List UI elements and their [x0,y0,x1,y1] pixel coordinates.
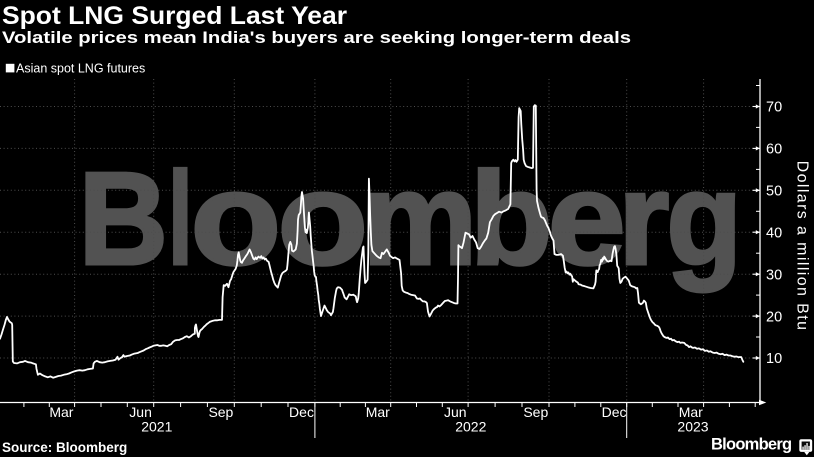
svg-text:g: g [666,145,742,292]
svg-text:Jun: Jun [444,404,467,420]
svg-text:o: o [190,145,281,292]
svg-text:Bloomberg: Bloomberg [711,436,791,454]
svg-text:Dec: Dec [289,404,314,420]
svg-text:50: 50 [766,184,782,200]
svg-text:40: 40 [766,225,782,241]
svg-text:Spot LNG Surged Last Year: Spot LNG Surged Last Year [2,2,347,30]
svg-text:e: e [548,145,626,292]
svg-text:2023: 2023 [677,419,708,435]
svg-text:20: 20 [766,309,782,325]
svg-text:Sep: Sep [208,404,233,420]
svg-text:Mar: Mar [366,404,390,420]
svg-text:70: 70 [766,100,782,116]
svg-text:2021: 2021 [141,419,172,435]
svg-text:Source: Bloomberg: Source: Bloomberg [2,440,127,455]
svg-text:o: o [277,145,368,292]
svg-text:Dollars a million Btu: Dollars a million Btu [794,161,811,332]
svg-text:B: B [79,145,169,292]
svg-text:Mar: Mar [679,404,703,420]
svg-text:30: 30 [766,267,782,283]
svg-text:Jun: Jun [129,404,152,420]
svg-text:r: r [618,145,669,292]
svg-text:2022: 2022 [455,419,486,435]
svg-text:Dec: Dec [602,404,627,420]
svg-text:Volatile prices mean India's b: Volatile prices mean India's buyers are … [2,28,631,47]
svg-text:10: 10 [766,351,782,367]
svg-text:60: 60 [766,142,782,158]
svg-text:m: m [362,145,477,292]
svg-text:Mar: Mar [49,404,73,420]
svg-text:l: l [168,145,193,292]
svg-text:Asian spot LNG futures: Asian spot LNG futures [16,61,145,75]
svg-text:Sep: Sep [523,404,548,420]
